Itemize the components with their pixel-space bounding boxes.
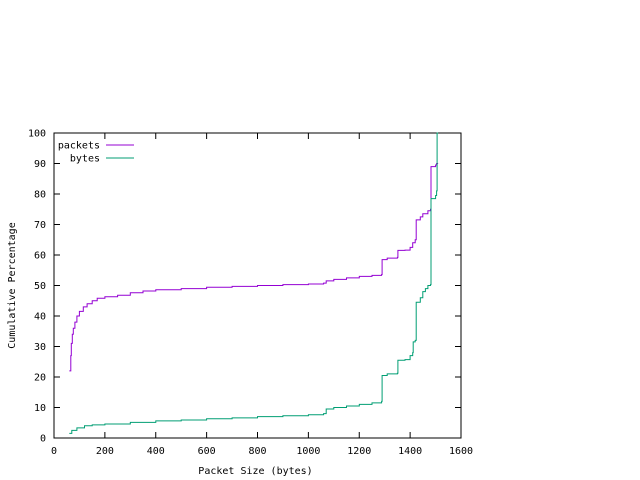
- x-tick-label: 600: [198, 446, 216, 457]
- y-tick-label: 80: [34, 190, 46, 201]
- y-tick-label: 40: [34, 312, 46, 323]
- x-tick-label: 1400: [398, 446, 422, 457]
- y-tick-label: 0: [40, 434, 46, 445]
- y-axis-label: Cumulative Percentage: [7, 222, 18, 348]
- series-line-packets: [69, 163, 439, 372]
- x-tick-label: 800: [248, 446, 266, 457]
- x-tick-label: 400: [147, 446, 165, 457]
- y-tick-label: 20: [34, 373, 46, 384]
- axis-ticks: [53, 132, 462, 439]
- series-line-bytes: [69, 132, 439, 434]
- y-tick-label: 50: [34, 281, 46, 292]
- x-tick-label: 1000: [296, 446, 320, 457]
- x-tick-label: 1600: [449, 446, 473, 457]
- legend-label-packets: packets: [58, 141, 100, 152]
- y-tick-label: 60: [34, 251, 46, 262]
- y-tick-label: 70: [34, 220, 46, 231]
- legend: packets bytes: [58, 141, 134, 165]
- y-tick-label: 90: [34, 159, 46, 170]
- y-tick-label: 10: [34, 403, 46, 414]
- x-tick-label: 0: [51, 446, 57, 457]
- legend-label-bytes: bytes: [70, 154, 100, 165]
- x-tick-label: 1200: [347, 446, 371, 457]
- x-axis-label: Packet Size (bytes): [198, 466, 312, 477]
- series-lines: [69, 132, 439, 434]
- y-tick-label: 100: [28, 129, 46, 140]
- y-tick-label: 30: [34, 342, 46, 353]
- x-tick-label: 200: [96, 446, 114, 457]
- tick-labels: 0 200 400 600 800 1000 1200 1400 1600 0 10 20 30 40 50…: [28, 129, 473, 458]
